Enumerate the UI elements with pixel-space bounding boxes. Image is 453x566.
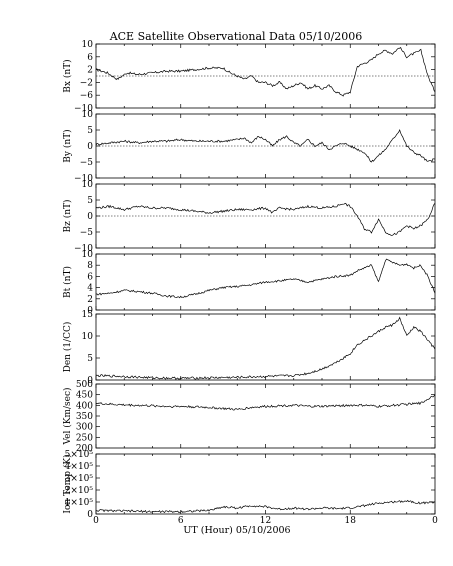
y-tick-label: 5 <box>87 354 93 364</box>
y-tick-label: 2 <box>87 295 93 305</box>
y-tick-label: 8 <box>87 261 93 271</box>
series-line <box>95 129 436 163</box>
y-tick-label: 5×10⁵ <box>65 450 94 460</box>
y-tick-label: 450 <box>76 391 93 401</box>
y-axis-label: Den (1/CC) <box>62 322 73 373</box>
y-tick-label: 0 <box>87 306 93 316</box>
x-tick-label: 6 <box>178 516 184 526</box>
panel-5: 0 5 10 15 Den (1/CC) <box>62 310 436 386</box>
y-tick-label: 350 <box>76 412 93 422</box>
series-line <box>95 499 436 514</box>
y-tick-label: −10 <box>74 104 93 114</box>
x-tick-label: 0 <box>432 516 438 526</box>
y-axis-label: Ion Temp (K) <box>62 454 73 513</box>
y-tick-label: 400 <box>76 401 93 411</box>
y-tick-label: 1×10⁵ <box>65 498 94 508</box>
y-tick-label: 0 <box>87 510 93 520</box>
panel-frame <box>95 383 436 449</box>
panel-frame <box>95 313 436 381</box>
y-axis-label: Bt (nT) <box>62 266 73 298</box>
y-tick-label: 5 <box>87 126 93 136</box>
y-tick-label: −5 <box>80 158 94 168</box>
y-tick-label: 0 <box>87 212 93 222</box>
panel-2: −10 −5 0 5 10 By (nT) <box>62 110 436 184</box>
panel-1: −10 −6 −2 2 6 10 Bx (nT) <box>62 40 436 114</box>
y-tick-label: 10 <box>82 180 94 190</box>
x-tick-label: 12 <box>260 516 271 526</box>
y-tick-label: 2×10⁵ <box>65 486 94 496</box>
y-tick-label: 500 <box>76 380 93 390</box>
y-tick-label: 0 <box>87 142 93 152</box>
y-tick-label: 5 <box>87 196 93 206</box>
y-tick-label: −6 <box>80 91 94 101</box>
y-tick-label: 15 <box>82 310 94 320</box>
y-tick-label: 6 <box>87 272 93 282</box>
y-tick-label: 10 <box>82 250 94 260</box>
series-line <box>95 316 436 380</box>
y-tick-label: −5 <box>80 228 94 238</box>
y-tick-label: 200 <box>76 444 93 454</box>
y-axis-label: Bz (nT) <box>62 199 73 232</box>
series-line <box>95 47 436 97</box>
x-tick-label: 0 <box>93 516 99 526</box>
y-tick-label: 10 <box>82 110 94 120</box>
y-tick-label: −10 <box>74 174 93 184</box>
y-tick-label: 4 <box>87 284 93 294</box>
series-line <box>95 394 436 411</box>
y-axis-label: Vel (Km/sec) <box>62 387 73 445</box>
y-axis-label: Bx (nT) <box>62 59 73 92</box>
y-tick-label: 300 <box>76 423 93 433</box>
figure-title: ACE Satellite Observational Data 05/10/2… <box>109 30 363 43</box>
x-axis-label: UT (Hour) 05/10/2006 <box>183 525 290 536</box>
panel-3: −10 −5 0 5 10 Bz (nT) <box>62 180 436 254</box>
y-tick-label: 4×10⁵ <box>65 462 94 472</box>
y-tick-label: 0 <box>87 376 93 386</box>
y-tick-label: 10 <box>82 332 94 342</box>
y-tick-label: 2 <box>87 66 93 76</box>
series-line <box>95 202 436 236</box>
y-tick-label: 3×10⁵ <box>65 474 94 484</box>
x-tick-label: 18 <box>345 516 357 526</box>
series-line <box>95 258 436 299</box>
y-axis-label: By (nT) <box>62 129 73 162</box>
y-tick-label: −2 <box>80 78 93 88</box>
y-tick-label: 10 <box>82 40 94 50</box>
x-axis-ticks: 0 6 12 18 0 <box>93 516 438 526</box>
y-tick-label: 6 <box>87 53 93 63</box>
panel-stack: −10 −6 −2 2 6 10 Bx (nT) −10 −5 0 5 10 By (nT) −10 −5 0… <box>62 40 436 520</box>
y-tick-label: 250 <box>76 433 93 443</box>
panel-frame <box>95 453 436 515</box>
y-tick-label: −10 <box>74 244 93 254</box>
